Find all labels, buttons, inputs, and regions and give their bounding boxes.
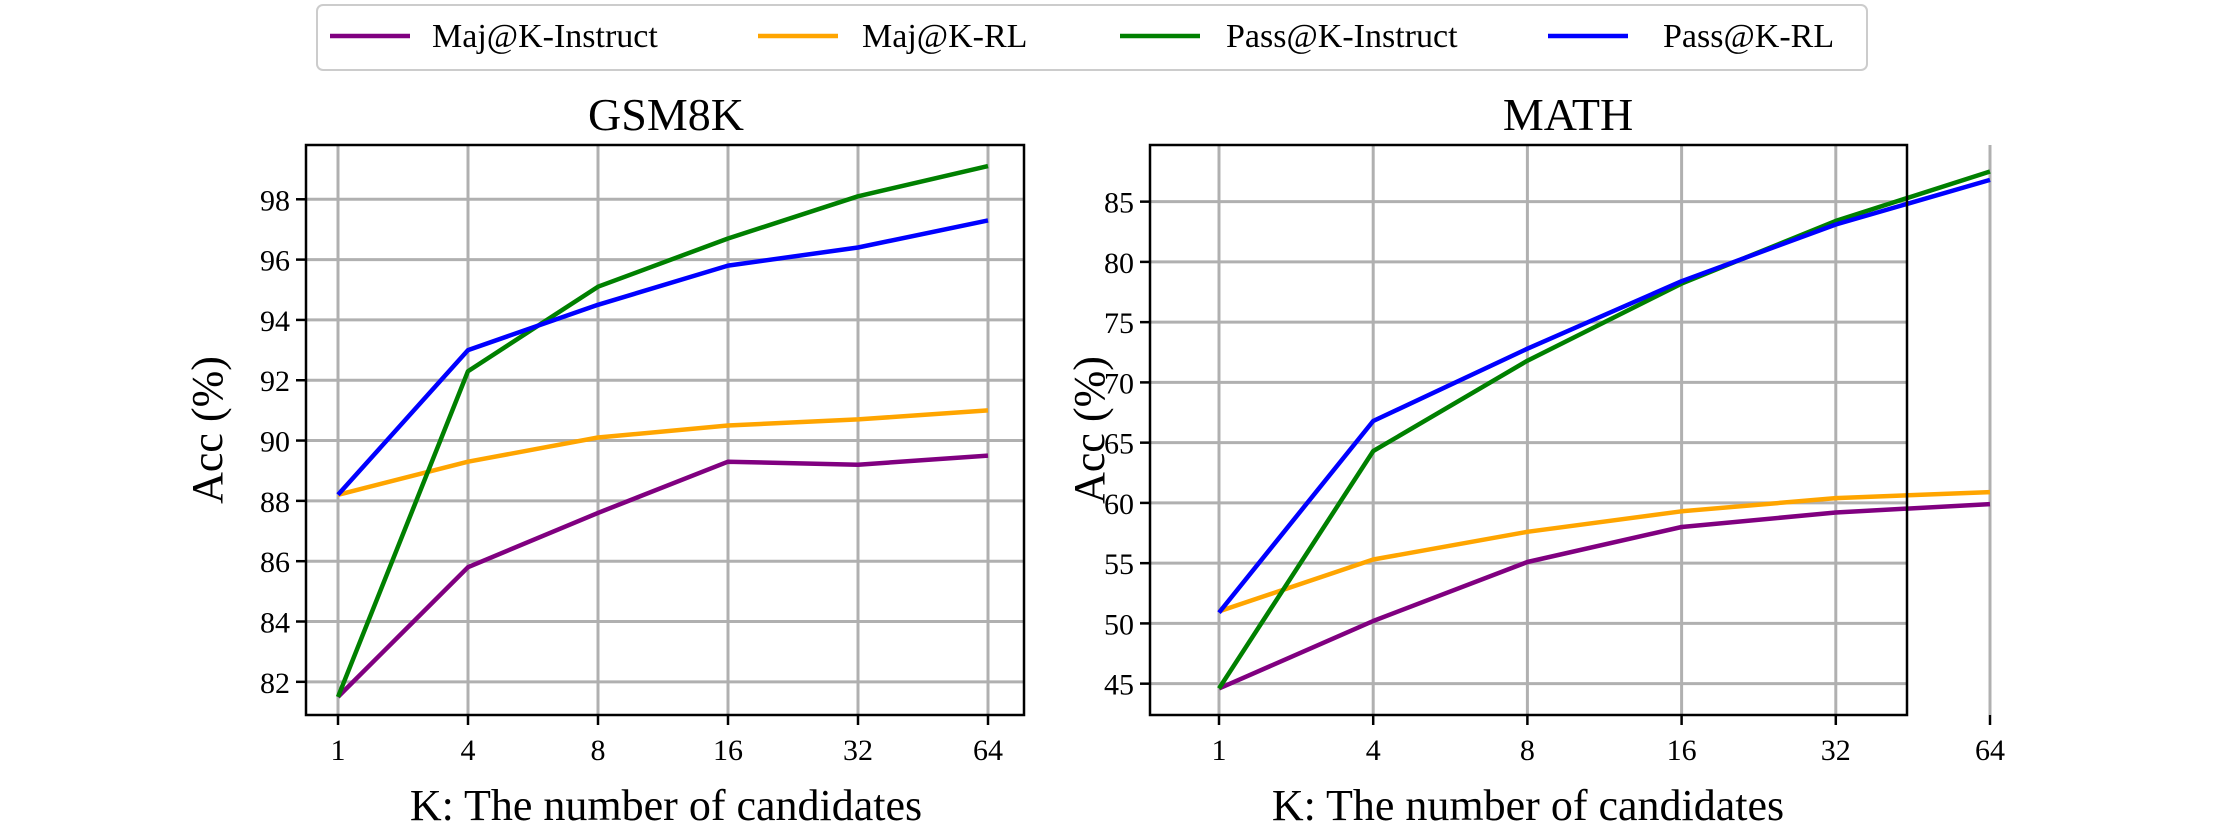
y-ticks-math: 45 50 55 60 65 70 75 80 85: [1104, 187, 1150, 702]
x-ticks-math: 1 4 8 16 32 64: [1212, 715, 2005, 767]
x-axis-label-math: K: The number of candidates: [1272, 781, 1784, 830]
x-tick-label-math-16: 16: [1667, 734, 1697, 767]
chart-gsm8k: GSM8K 1 4 8 16 32 64 82 84 86 88 90 92 94 96 98 K: Th…: [183, 89, 1026, 830]
x-tick-label-gsm8k-64: 64: [973, 734, 1003, 767]
x-tick-label-math-8: 8: [1520, 734, 1535, 767]
chart-title-gsm8k: GSM8K: [588, 89, 744, 140]
series-lines-gsm8k: [335, 163, 989, 699]
y-tick-label-math-50: 50: [1104, 608, 1134, 641]
legend-label-maj-instruct: Maj@K-Instruct: [432, 18, 658, 55]
series-lines-math: [1217, 169, 1991, 691]
legend: Maj@K-Instruct Maj@K-RL Pass@K-Instruct …: [316, 4, 1868, 71]
x-tick-label-math-4: 4: [1366, 734, 1381, 767]
x-tick-label-gsm8k-8: 8: [591, 734, 606, 767]
series-line-gsm8k-maj-k-instruct: [336, 453, 989, 699]
legend-label-pass-instruct: Pass@K-Instruct: [1226, 18, 1458, 55]
x-tick-label-gsm8k-1: 1: [331, 734, 346, 767]
y-axis-label-math: Acc (%): [1065, 356, 1114, 504]
y-tick-label-gsm8k-96: 96: [260, 245, 290, 278]
y-tick-label-gsm8k-92: 92: [260, 365, 290, 398]
legend-label-maj-rl: Maj@K-RL: [862, 18, 1027, 55]
legend-label-pass-rl: Pass@K-RL: [1663, 18, 1834, 55]
legend-frame: [316, 4, 1868, 71]
x-tick-label-gsm8k-16: 16: [713, 734, 743, 767]
x-ticks-gsm8k: 1 4 8 16 32 64: [331, 715, 1003, 767]
y-tick-label-gsm8k-98: 98: [260, 184, 290, 217]
series-line-gsm8k-maj-k-rl: [337, 408, 989, 497]
y-tick-label-math-65: 65: [1104, 428, 1134, 461]
x-tick-label-math-64: 64: [1975, 734, 2005, 767]
series-line-gsm8k-pass-k-instruct: [335, 163, 989, 698]
x-tick-label-math-32: 32: [1821, 734, 1851, 767]
series-line-gsm8k-pass-k-rl: [336, 218, 989, 497]
y-tick-label-gsm8k-84: 84: [260, 607, 290, 640]
x-tick-label-gsm8k-32: 32: [843, 734, 873, 767]
plot-frame-gsm8k: [304, 143, 1026, 717]
y-tick-label-gsm8k-90: 90: [260, 426, 290, 459]
y-tick-label-gsm8k-88: 88: [260, 486, 290, 519]
y-tick-label-gsm8k-82: 82: [260, 667, 290, 700]
y-tick-label-math-75: 75: [1104, 307, 1134, 340]
y-tick-label-math-60: 60: [1104, 488, 1134, 521]
x-axis-label-gsm8k: K: The number of candidates: [410, 781, 922, 830]
y-tick-label-math-45: 45: [1104, 669, 1134, 702]
x-tick-label-gsm8k-4: 4: [461, 734, 476, 767]
gridlines-math: [1150, 145, 1992, 715]
chart-math: MATH 1 4 8 16 32 64 45 50 55 60 65 70 75 80 85 K: The…: [1065, 89, 2005, 830]
y-tick-label-math-85: 85: [1104, 187, 1134, 220]
series-line-math-maj-k-rl: [1218, 489, 1991, 614]
y-tick-label-gsm8k-86: 86: [260, 546, 290, 579]
x-tick-label-math-1: 1: [1212, 734, 1227, 767]
series-line-math-maj-k-instruct: [1218, 501, 1991, 691]
y-ticks-gsm8k: 82 84 86 88 90 92 94 96 98: [260, 184, 306, 700]
chart-title-math: MATH: [1503, 89, 1633, 140]
y-axis-label-gsm8k: Acc (%): [183, 356, 232, 504]
y-tick-label-math-70: 70: [1104, 367, 1134, 400]
y-tick-label-math-80: 80: [1104, 247, 1134, 280]
y-tick-label-gsm8k-94: 94: [260, 305, 290, 338]
series-line-math-pass-k-instruct: [1217, 169, 1991, 690]
y-tick-label-math-55: 55: [1104, 548, 1134, 581]
series-line-math-pass-k-rl: [1217, 177, 1991, 615]
